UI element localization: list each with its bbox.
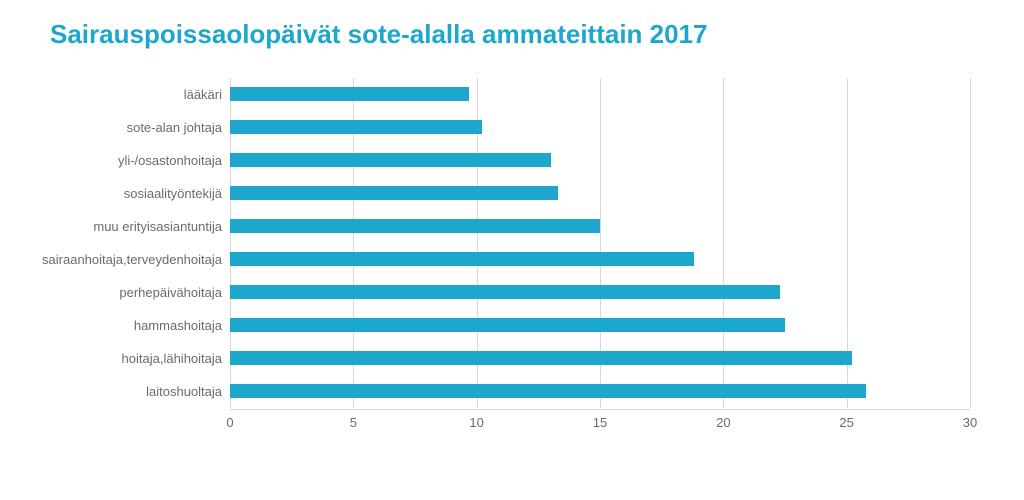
x-tick-label: 10	[469, 415, 483, 430]
bar-label: sote-alan johtaja	[127, 120, 222, 135]
bar	[230, 285, 780, 299]
x-tick-label: 20	[716, 415, 730, 430]
bar-row: sosiaalityöntekijä	[230, 177, 970, 210]
bar	[230, 153, 551, 167]
bar-row: yli-/osastonhoitaja	[230, 144, 970, 177]
x-tick-label: 0	[226, 415, 233, 430]
bar-row: sote-alan johtaja	[230, 111, 970, 144]
plot-area: lääkärisote-alan johtajayli-/osastonhoit…	[20, 78, 984, 438]
x-tick-label: 5	[350, 415, 357, 430]
x-tick-label: 30	[963, 415, 977, 430]
x-axis: 051015202530	[230, 408, 970, 438]
bar-row: hammashoitaja	[230, 309, 970, 342]
bar-label: muu erityisasiantuntija	[93, 219, 222, 234]
gridline	[970, 78, 971, 408]
bar	[230, 186, 558, 200]
bar-row: hoitaja,lähihoitaja	[230, 342, 970, 375]
chart-title: Sairauspoissaolopäivät sote-alalla ammat…	[50, 20, 984, 50]
bar	[230, 219, 600, 233]
bar-label: hoitaja,lähihoitaja	[122, 351, 222, 366]
bar-row: lääkäri	[230, 78, 970, 111]
bar-label: sosiaalityöntekijä	[124, 186, 222, 201]
bar-row: laitoshuoltaja	[230, 375, 970, 408]
x-tick-label: 15	[593, 415, 607, 430]
bar-label: hammashoitaja	[134, 318, 222, 333]
chart-container: Sairauspoissaolopäivät sote-alalla ammat…	[0, 0, 1024, 458]
bar-row: muu erityisasiantuntija	[230, 210, 970, 243]
bar-label: yli-/osastonhoitaja	[118, 153, 222, 168]
x-axis-line	[230, 409, 970, 410]
bar-row: sairaanhoitaja,terveydenhoitaja	[230, 243, 970, 276]
bar-label: sairaanhoitaja,terveydenhoitaja	[42, 252, 222, 267]
bar	[230, 120, 482, 134]
bar	[230, 252, 694, 266]
x-tick-label: 25	[839, 415, 853, 430]
bar	[230, 384, 866, 398]
bar	[230, 87, 469, 101]
bar-label: perhepäivähoitaja	[119, 285, 222, 300]
bar	[230, 351, 852, 365]
bar-label: laitoshuoltaja	[146, 384, 222, 399]
bar	[230, 318, 785, 332]
bars-region: lääkärisote-alan johtajayli-/osastonhoit…	[230, 78, 970, 408]
bar-label: lääkäri	[184, 87, 222, 102]
bar-row: perhepäivähoitaja	[230, 276, 970, 309]
